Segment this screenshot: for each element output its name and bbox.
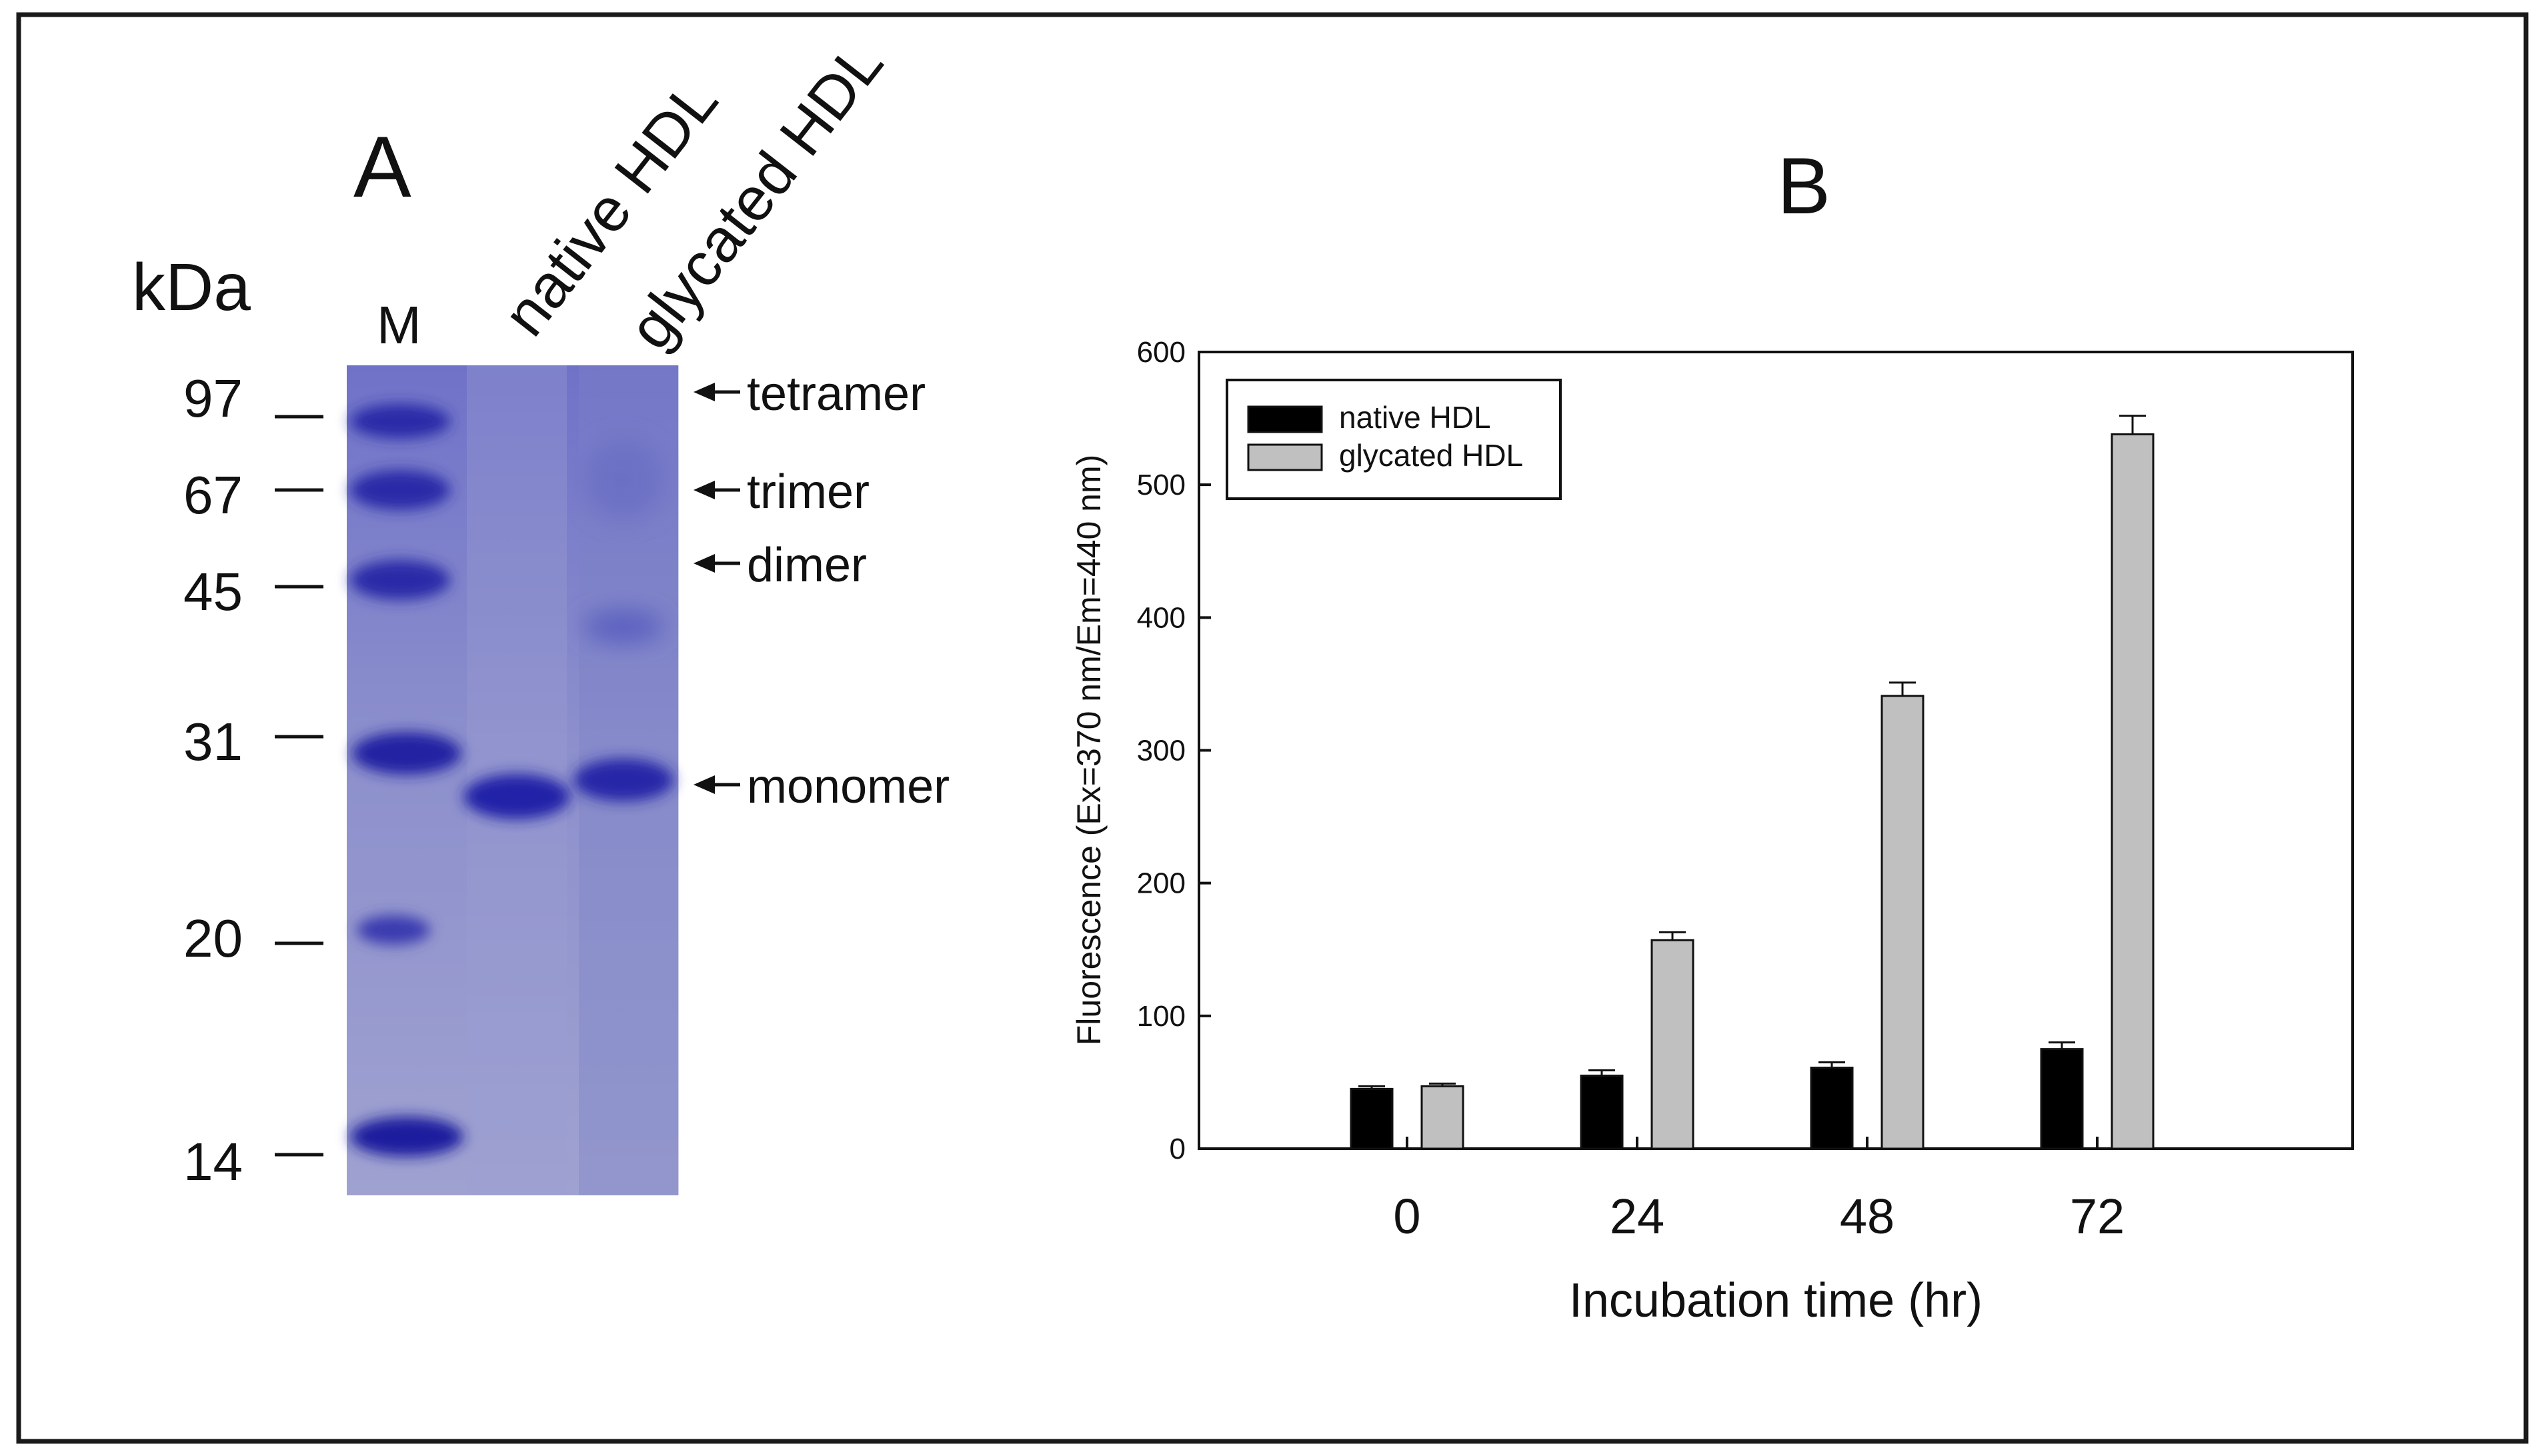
arrow-dimer <box>694 554 740 573</box>
bar-chart: 0 100 200 300 400 500 600 0 24 48 72 Fluorescence… <box>1070 336 2354 1327</box>
y-axis-title: Fluorescence (Ex=370 nm/Em=440 nm) <box>1070 455 1108 1046</box>
legend: native HDL glycated HDL <box>1226 379 1562 500</box>
bar-glycated-hdl-24h <box>1650 939 1694 1150</box>
x-tick-label-1: 24 <box>1610 1189 1664 1244</box>
x-axis-title: Incubation time (hr) <box>1569 1274 1983 1327</box>
panel-a-label: A <box>353 118 411 215</box>
annotation-trimer: trimer <box>747 465 870 519</box>
bars <box>1350 415 2155 1150</box>
annotation-dimer: dimer <box>747 539 867 592</box>
bar-glycated-hdl-48h <box>1880 695 1925 1150</box>
legend-label-native-hdl: native HDL <box>1339 400 1491 435</box>
legend-box <box>1226 379 1562 500</box>
x-tick-label-3: 72 <box>2070 1189 2125 1244</box>
marker-size-14: 14 <box>183 1132 243 1191</box>
y-tick-label-0: 0 <box>1170 1133 1186 1165</box>
bar-glycated-hdl-72h <box>2111 433 2155 1150</box>
arrow-tetramer <box>694 383 740 401</box>
x-tick-label-2: 48 <box>1840 1189 1894 1244</box>
marker-size-67: 67 <box>183 465 243 525</box>
y-axis: 0 100 200 300 400 500 600 <box>1137 336 1211 1165</box>
kda-unit-label: kDa <box>132 250 251 325</box>
y-tick-label-3: 300 <box>1137 735 1186 767</box>
y-tick-label-2: 200 <box>1137 867 1186 900</box>
bar-native-hdl-72h <box>2040 1048 2084 1150</box>
y-tick-label-5: 500 <box>1137 469 1186 501</box>
bar-native-hdl-0h <box>1350 1087 1394 1150</box>
marker-size-20: 20 <box>183 909 243 968</box>
lane-label-marker: M <box>377 295 421 355</box>
y-tick-label-4: 400 <box>1137 601 1186 634</box>
y-tick-label-6: 600 <box>1137 336 1186 369</box>
marker-size-97: 97 <box>183 369 243 428</box>
legend-swatch-native-hdl <box>1247 405 1323 433</box>
x-axis: 0 24 48 72 <box>1393 1137 2125 1244</box>
gel-image <box>347 365 679 1195</box>
marker-size-45: 45 <box>183 562 243 621</box>
panel-b-label: B <box>1777 141 1830 231</box>
panel-b: B 0 100 200 300 400 500 600 0 24 48 72 Fluorescen… <box>1070 141 2354 1327</box>
bar-native-hdl-24h <box>1580 1074 1624 1150</box>
bar-native-hdl-48h <box>1810 1067 1854 1150</box>
arrow-trimer <box>694 481 740 499</box>
annotation-monomer: monomer <box>747 760 950 813</box>
panel-a: A kDa M native HDL glycated HDL 97 <box>132 29 950 1195</box>
figure-frame <box>16 12 2529 1444</box>
y-tick-label-1: 100 <box>1137 1000 1186 1033</box>
legend-label-glycated-hdl: glycated HDL <box>1339 438 1523 473</box>
x-tick-label-0: 0 <box>1393 1189 1420 1244</box>
arrow-monomer <box>694 775 740 794</box>
bar-glycated-hdl-0h <box>1420 1085 1464 1150</box>
marker-size-31: 31 <box>183 712 243 771</box>
annotation-tetramer: tetramer <box>747 367 926 421</box>
legend-swatch-glycated-hdl <box>1247 443 1323 471</box>
